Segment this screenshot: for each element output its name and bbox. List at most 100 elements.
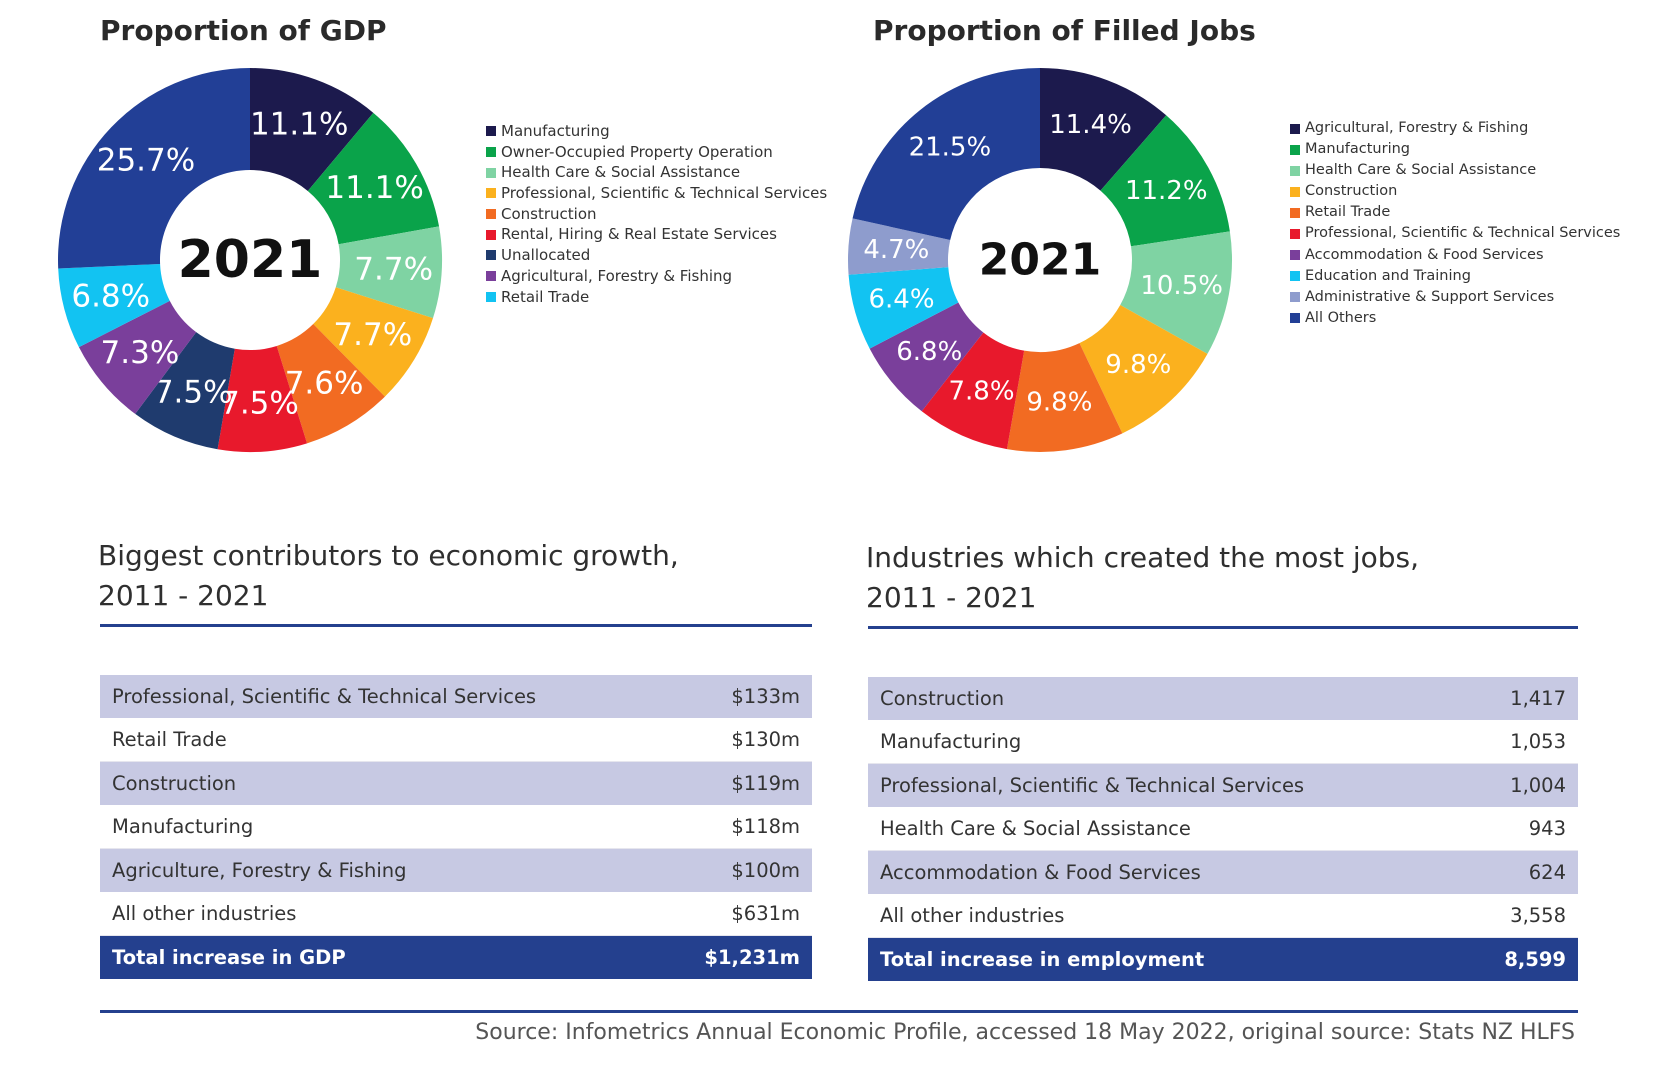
legend-label: Agricultural, Forestry & Fishing bbox=[501, 266, 733, 285]
legend-item: Agricultural, Forestry & Fishing bbox=[1290, 118, 1620, 139]
legend-swatch bbox=[486, 291, 496, 302]
pie-slice bbox=[1006, 343, 1123, 452]
legend-label: Health Care & Social Assistance bbox=[501, 163, 741, 182]
row-value: $631m bbox=[641, 891, 812, 936]
pie-slice bbox=[848, 218, 951, 275]
slice-data-label: 6.4% bbox=[869, 285, 935, 315]
legend-swatch bbox=[1290, 292, 1300, 303]
table-row: Professional, Scientific & Technical Ser… bbox=[100, 675, 812, 719]
legend-label: Construction bbox=[1305, 183, 1398, 200]
slice-data-label: 6.8% bbox=[71, 279, 150, 315]
jobs-table: Construction 1,417 Manufacturing 1,053 Pro… bbox=[868, 677, 1578, 981]
legend-swatch bbox=[486, 126, 496, 137]
legend-swatch bbox=[486, 250, 496, 261]
slice-data-label: 25.7% bbox=[97, 142, 195, 178]
legend-swatch bbox=[1290, 250, 1300, 261]
row-value: 943 bbox=[1407, 807, 1578, 852]
slice-data-label: 11.2% bbox=[1125, 176, 1208, 206]
legend-label: Retail Trade bbox=[501, 287, 590, 306]
legend-item: Education and Training bbox=[1290, 266, 1620, 287]
legend-swatch bbox=[1290, 165, 1300, 176]
jobs-title-line1: Industries which created the most jobs, bbox=[866, 541, 1420, 574]
donut-center-label: 2021 bbox=[979, 235, 1101, 286]
row-value: $100m bbox=[641, 848, 812, 892]
table-row: Agriculture, Forestry & Fishing $100m bbox=[100, 848, 812, 892]
growth-table: Professional, Scientific & Technical Ser… bbox=[100, 675, 812, 979]
slice-data-label: 7.8% bbox=[948, 377, 1014, 407]
slice-data-label: 7.5% bbox=[220, 386, 299, 422]
legend-label: Professional, Scientific & Technical Ser… bbox=[501, 184, 828, 203]
jobs-table-title: Industries which created the most jobs, … bbox=[866, 538, 1419, 618]
legend-item: Professional, Scientific & Technical Ser… bbox=[1290, 223, 1620, 244]
legend-swatch bbox=[1290, 313, 1300, 324]
slice-data-label: 11.1% bbox=[325, 170, 423, 206]
row-value: $118m bbox=[641, 805, 812, 850]
pie-slice bbox=[921, 332, 1025, 450]
legend-swatch bbox=[486, 147, 496, 158]
jobs-chart-title: Proportion of Filled Jobs bbox=[873, 14, 1256, 47]
row-value: $119m bbox=[641, 761, 812, 806]
legend-swatch bbox=[1290, 271, 1300, 282]
pie-slice bbox=[217, 345, 308, 452]
pie-slice bbox=[276, 324, 385, 444]
row-name: Accommodation & Food Services bbox=[868, 850, 1408, 894]
pie-slice bbox=[250, 68, 374, 192]
row-value: 1,053 bbox=[1407, 720, 1578, 765]
legend-item: Retail Trade bbox=[486, 287, 827, 308]
total-name: Total increase in GDP bbox=[100, 935, 642, 979]
row-name: Construction bbox=[868, 677, 1408, 721]
slice-data-label: 11.1% bbox=[250, 107, 348, 143]
legend-label: Agricultural, Forestry & Fishing bbox=[1305, 120, 1529, 136]
table-row: Construction 1,417 bbox=[868, 677, 1578, 721]
slice-data-label: 4.7% bbox=[863, 235, 929, 265]
gdp-donut-chart: 11.1%11.1%7.7%7.7%7.6%7.5%7.5%7.3%6.8%25… bbox=[57, 68, 443, 452]
row-value: 1,004 bbox=[1407, 763, 1578, 808]
legend-label: Administrative & Support Services bbox=[1305, 288, 1555, 305]
legend-item: Manufacturing bbox=[486, 121, 827, 142]
row-value: 624 bbox=[1407, 850, 1578, 894]
row-name: Professional, Scientific & Technical Ser… bbox=[868, 763, 1408, 808]
table-row: All other industries 3,558 bbox=[868, 893, 1578, 938]
legend-item: Health Care & Social Assistance bbox=[1290, 160, 1620, 181]
slice-data-label: 10.5% bbox=[1140, 271, 1223, 301]
slice-data-label: 9.8% bbox=[1026, 388, 1092, 418]
legend-label: Health Care & Social Assistance bbox=[1305, 162, 1537, 179]
jobs-legend: Agricultural, Forestry & Fishing Manufact… bbox=[1290, 118, 1620, 329]
slice-data-label: 7.7% bbox=[333, 317, 412, 353]
row-value: 3,558 bbox=[1407, 893, 1578, 938]
pie-slice bbox=[1040, 68, 1167, 191]
pie-slice bbox=[1079, 304, 1208, 434]
legend-label: Rental, Hiring & Real Estate Services bbox=[501, 225, 777, 244]
donut-center-label: 2021 bbox=[178, 230, 323, 290]
row-value: $133m bbox=[641, 675, 812, 719]
slice-data-label: 11.4% bbox=[1049, 110, 1132, 140]
pie-slice bbox=[869, 302, 984, 412]
total-name: Total increase in employment bbox=[868, 937, 1408, 981]
legend-item: Professional, Scientific & Technical Ser… bbox=[486, 183, 827, 204]
row-name: Professional, Scientific & Technical Ser… bbox=[100, 675, 642, 719]
table-row: Retail Trade $130m bbox=[100, 718, 812, 763]
legend-swatch bbox=[486, 188, 496, 199]
table-row: Manufacturing 1,053 bbox=[868, 720, 1578, 765]
growth-title-rule bbox=[100, 624, 812, 627]
pie-slice bbox=[57, 68, 250, 269]
legend-item: Accommodation & Food Services bbox=[1290, 245, 1620, 266]
legend-item: Manufacturing bbox=[1290, 139, 1620, 160]
legend-label: Education and Training bbox=[1305, 267, 1471, 284]
row-name: Manufacturing bbox=[100, 805, 642, 850]
jobs-donut-chart: 11.4% 11.2% 10.5% 9.8% 9.8% 7.8% 6.8% 6.4% 4.7% 2… bbox=[848, 68, 1232, 452]
footer-rule bbox=[100, 1010, 1578, 1013]
legend-label: Unallocated bbox=[501, 246, 591, 265]
slice-data-label: 9.8% bbox=[1105, 350, 1171, 380]
total-row: Total increase in GDP $1,231m bbox=[100, 935, 812, 979]
row-value: 1,417 bbox=[1407, 677, 1578, 721]
legend-item: Construction bbox=[1290, 181, 1620, 202]
legend-swatch bbox=[1290, 229, 1300, 240]
pie-slice bbox=[1100, 115, 1230, 247]
slice-data-label: 7.3% bbox=[101, 335, 180, 371]
legend-label: Retail Trade bbox=[1305, 204, 1391, 221]
source-note: Source: Infometrics Annual Economic Prof… bbox=[475, 1020, 1575, 1045]
legend-item: All Others bbox=[1290, 308, 1620, 329]
slice-data-label: 7.6% bbox=[285, 365, 364, 401]
pie-slice bbox=[58, 263, 170, 348]
